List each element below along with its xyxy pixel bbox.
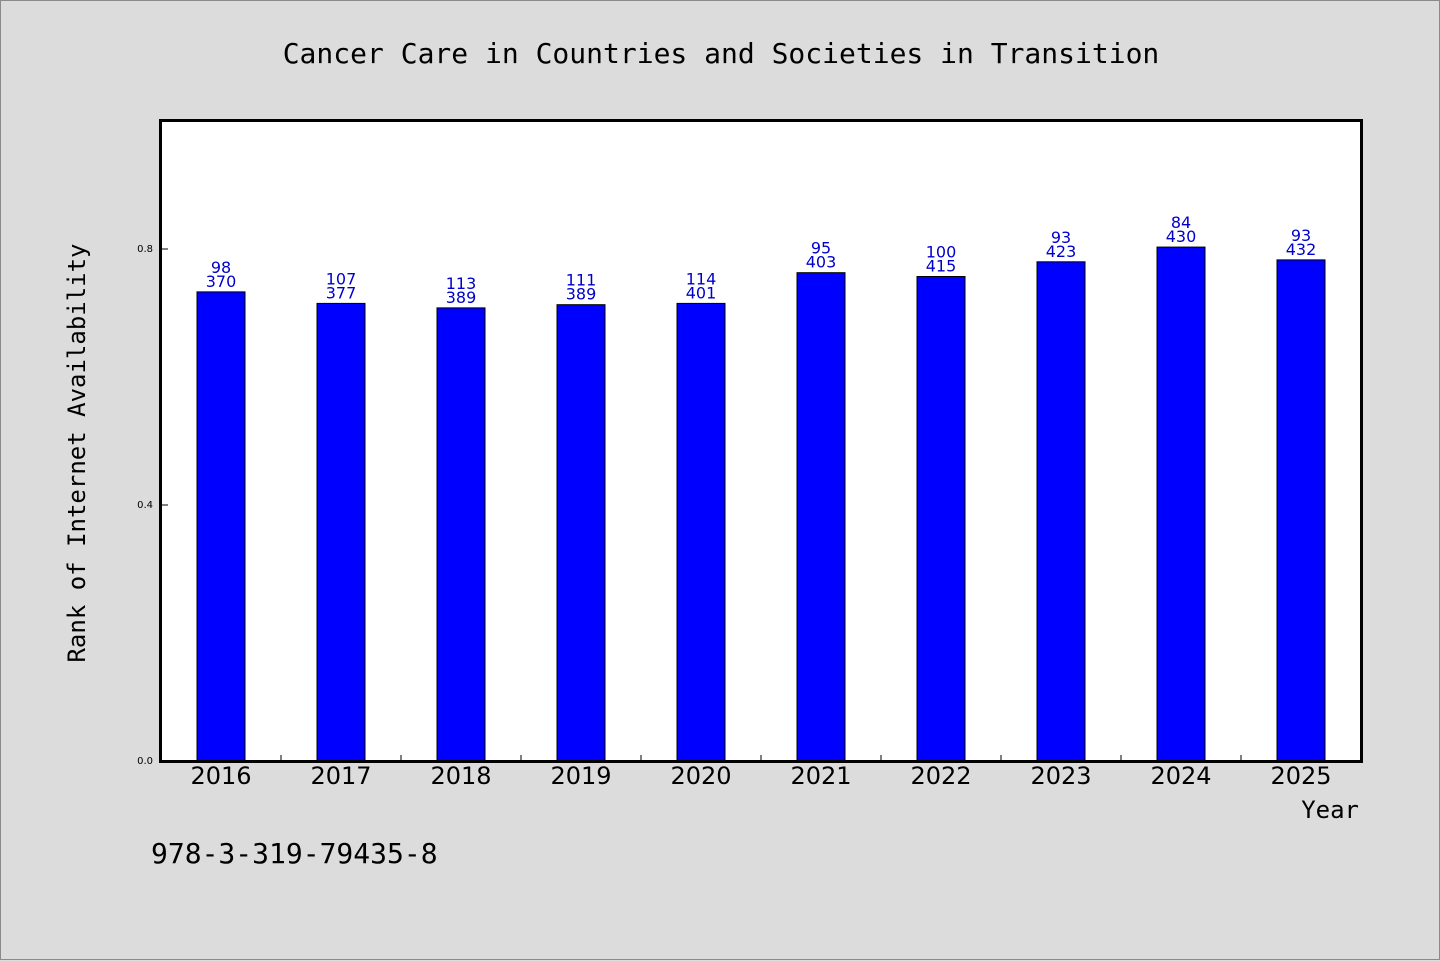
bar-data-label-2019-0: 111 (566, 271, 597, 290)
bar-2021 (796, 272, 846, 762)
bar-2025 (1276, 259, 1326, 762)
bar-data-label-2020-1: 401 (686, 283, 717, 302)
bar-data-label-2024-1: 430 (1166, 227, 1197, 246)
x-tick-label-2016: 2016 (190, 762, 251, 790)
bar-data-label-2025-1: 432 (1286, 240, 1317, 259)
bar-2024 (1156, 246, 1206, 762)
bar-data-label-2016-1: 370 (206, 272, 237, 291)
x-tick-label-2023: 2023 (1030, 762, 1091, 790)
x-tick-label-2018: 2018 (430, 762, 491, 790)
bar-data-label-2017-1: 377 (326, 283, 357, 302)
x-tick-label-2017: 2017 (310, 762, 371, 790)
bar-data-label-2018-1: 389 (446, 288, 477, 307)
bar-data-label-2022-0: 100 (926, 243, 957, 262)
x-tick-label-2022: 2022 (910, 762, 971, 790)
isbn-text: 978-3-319-79435-8 (151, 837, 438, 870)
bar-2017 (316, 302, 366, 762)
chart-title: Cancer Care in Countries and Societies i… (283, 37, 1160, 70)
y-axis-label: Rank of Internet Availability (63, 243, 91, 662)
bar-data-label-2023-1: 423 (1046, 242, 1077, 261)
plot-border (159, 119, 1363, 763)
x-tick-label-2025: 2025 (1270, 762, 1331, 790)
bar-2018 (436, 307, 486, 762)
bar-2020 (676, 302, 726, 762)
y-tick-label-0.0: 0.0 (137, 756, 153, 767)
bar-data-label-2023-0: 93 (1051, 228, 1071, 247)
bar-data-label-2019-1: 389 (566, 285, 597, 304)
bar-data-label-2020-0: 114 (686, 269, 717, 288)
bar-2019 (556, 304, 606, 762)
y-tick-label-0.4: 0.4 (137, 500, 153, 511)
y-tick-label-0.8: 0.8 (137, 244, 153, 255)
bar-data-label-2021-0: 95 (811, 239, 831, 258)
bar-data-label-2016-0: 98 (211, 258, 231, 277)
bar-data-label-2022-1: 415 (926, 257, 957, 276)
x-tick-label-2019: 2019 (550, 762, 611, 790)
x-tick-label-2024: 2024 (1150, 762, 1211, 790)
bar-data-label-2017-0: 107 (326, 269, 357, 288)
bar-data-label-2025-0: 93 (1291, 226, 1311, 245)
bar-2022 (916, 276, 966, 762)
x-ticks-group: 2016 2017 2018 2019 2020 2021 2022 2023 2024 2025 (190, 755, 1332, 790)
x-tick-label-2021: 2021 (790, 762, 851, 790)
x-axis-label: Year (1301, 796, 1359, 824)
bar-data-label-2024-0: 84 (1171, 213, 1191, 232)
x-tick-label-2020: 2020 (670, 762, 731, 790)
bar-2023 (1036, 261, 1086, 762)
bars-group (196, 246, 1326, 762)
bar-data-label-2021-1: 403 (806, 253, 837, 272)
bar-data-label-2018-0: 113 (446, 274, 477, 293)
bar-2016 (196, 291, 246, 762)
